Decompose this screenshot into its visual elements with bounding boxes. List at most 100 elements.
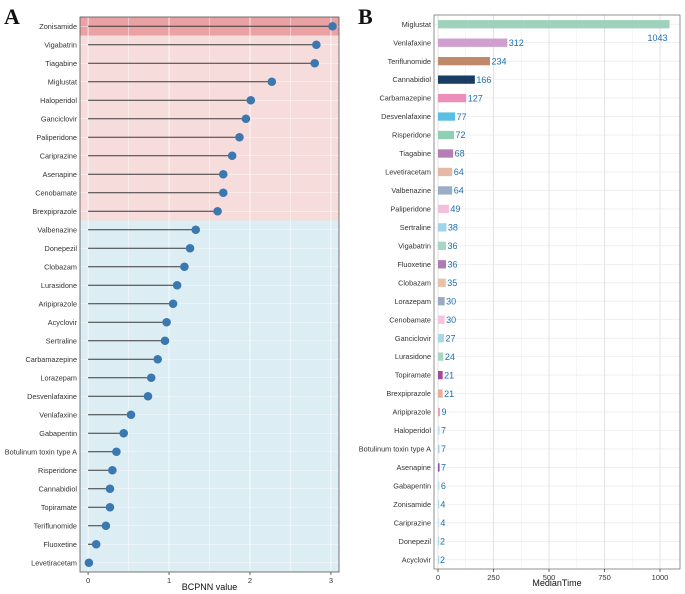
bar-value-label: 6 xyxy=(441,481,446,491)
y-tick-label: Topiramate xyxy=(395,371,431,380)
lollipop-point xyxy=(105,502,115,512)
lollipop-point xyxy=(213,206,222,216)
bar-value-label: 7 xyxy=(441,444,446,454)
lollipop-point xyxy=(126,410,136,420)
y-tick-label: Carbamazepine xyxy=(25,355,77,364)
bar xyxy=(437,38,508,47)
bar xyxy=(437,93,467,103)
bar xyxy=(437,370,443,380)
lollipop-point xyxy=(101,521,111,531)
bar-value-label: 72 xyxy=(455,130,465,140)
y-tick-label: Tiagabine xyxy=(45,59,77,68)
panel-label-b: B xyxy=(358,4,373,29)
y-tick-label: Cariprazine xyxy=(40,151,77,160)
lollipop-point xyxy=(153,354,162,364)
bar xyxy=(437,223,447,232)
y-tick-label: Risperidone xyxy=(38,466,77,475)
y-tick-label: Desvenlafaxine xyxy=(27,392,77,401)
bar xyxy=(437,426,440,435)
y-tick-label: Acyclovir xyxy=(402,555,432,564)
y-tick-label: Haloperidol xyxy=(40,96,77,105)
x-axis-title: BCPNN value xyxy=(182,582,238,592)
bar xyxy=(437,260,446,269)
bar-value-label: 35 xyxy=(447,278,457,288)
bar-value-label: 166 xyxy=(476,75,491,85)
bar-value-label: 24 xyxy=(445,352,455,362)
y-tick-label: Donepezil xyxy=(45,244,78,253)
lollipop-point xyxy=(241,114,251,124)
bar xyxy=(437,444,440,454)
y-tick-label: Cenobamate xyxy=(389,315,431,324)
bar-value-label: 7 xyxy=(441,426,446,436)
lollipop-point xyxy=(160,336,170,346)
bar-value-label: 9 xyxy=(441,407,446,417)
lollipop-point xyxy=(235,132,244,142)
y-tick-label: Paliperidone xyxy=(36,133,77,142)
bar xyxy=(437,186,453,195)
y-tick-label: Donepezil xyxy=(399,537,432,546)
y-tick-label: Tiagabine xyxy=(399,149,431,158)
bar-value-label: 68 xyxy=(455,149,465,159)
y-tick-label: Clobazam xyxy=(398,278,431,287)
lollipop-point xyxy=(112,447,121,457)
bar xyxy=(437,500,440,509)
lollipop-point xyxy=(185,243,195,253)
y-tick-label: Lurasidone xyxy=(41,281,77,290)
y-tick-label: Brexpiprazole xyxy=(386,389,431,398)
bar-value-label: 30 xyxy=(446,315,456,325)
bar-value-label: 38 xyxy=(448,223,458,233)
plot-frame xyxy=(433,14,681,570)
lollipop-point xyxy=(267,77,277,87)
lollipop-point xyxy=(172,280,182,290)
bar-value-label: 1043 xyxy=(648,33,668,43)
y-tick-label: Acyclovir xyxy=(48,318,78,327)
lollipop-point xyxy=(191,225,201,235)
lollipop-point xyxy=(119,428,129,438)
y-tick-label: Lorazepam xyxy=(40,373,77,382)
bar-value-label: 21 xyxy=(444,389,454,399)
bar-value-label: 21 xyxy=(444,370,454,380)
bar-value-label: 36 xyxy=(447,260,457,270)
y-tick-label: Brexpiprazole xyxy=(32,207,77,216)
y-tick-label: Cenobamate xyxy=(35,188,77,197)
bar-value-label: 64 xyxy=(454,186,464,196)
y-tick-label: Levetiracetam xyxy=(31,558,77,567)
bar xyxy=(437,481,440,491)
lollipop-point xyxy=(146,373,156,383)
lollipop-point xyxy=(312,40,321,50)
x-tick-label: 0 xyxy=(86,576,90,585)
bar-value-label: 2 xyxy=(440,537,445,547)
bar-value-label: 49 xyxy=(450,204,460,214)
bar-value-label: 2 xyxy=(440,555,445,565)
bar xyxy=(437,112,456,121)
lollipop-point xyxy=(227,151,237,161)
bar-value-label: 77 xyxy=(457,112,467,122)
y-tick-label: Valbenazine xyxy=(37,225,77,234)
bar xyxy=(437,537,440,546)
lollipop-point xyxy=(84,558,94,568)
bar xyxy=(437,149,454,158)
bar xyxy=(437,297,445,306)
y-tick-label: Levetiracetam xyxy=(385,168,431,177)
y-tick-label: Miglustat xyxy=(402,20,431,29)
lollipop-point xyxy=(105,484,115,494)
y-tick-label: Cannabidiol xyxy=(38,484,77,493)
lollipop-point xyxy=(246,95,256,105)
y-tick-label: Fluoxetine xyxy=(43,540,77,549)
y-tick-label: Vigabatrin xyxy=(44,40,77,49)
y-tick-label: Asenapine xyxy=(397,463,432,472)
y-tick-label: Ganciclovir xyxy=(395,334,432,343)
y-tick-label: Miglustat xyxy=(48,77,77,86)
x-tick-label: 1 xyxy=(167,576,171,585)
bar-value-label: 4 xyxy=(440,518,445,528)
lollipop-point xyxy=(218,169,228,179)
x-tick-label: 1000 xyxy=(652,573,669,582)
y-tick-label: Lorazepam xyxy=(394,297,431,306)
bar-value-label: 312 xyxy=(509,38,524,48)
bar xyxy=(437,204,449,214)
y-tick-label: Sertraline xyxy=(400,223,431,232)
y-tick-label: Haloperidol xyxy=(394,426,431,435)
y-tick-label: Valbenazine xyxy=(391,186,431,195)
bar xyxy=(437,555,440,564)
bar xyxy=(437,278,446,287)
